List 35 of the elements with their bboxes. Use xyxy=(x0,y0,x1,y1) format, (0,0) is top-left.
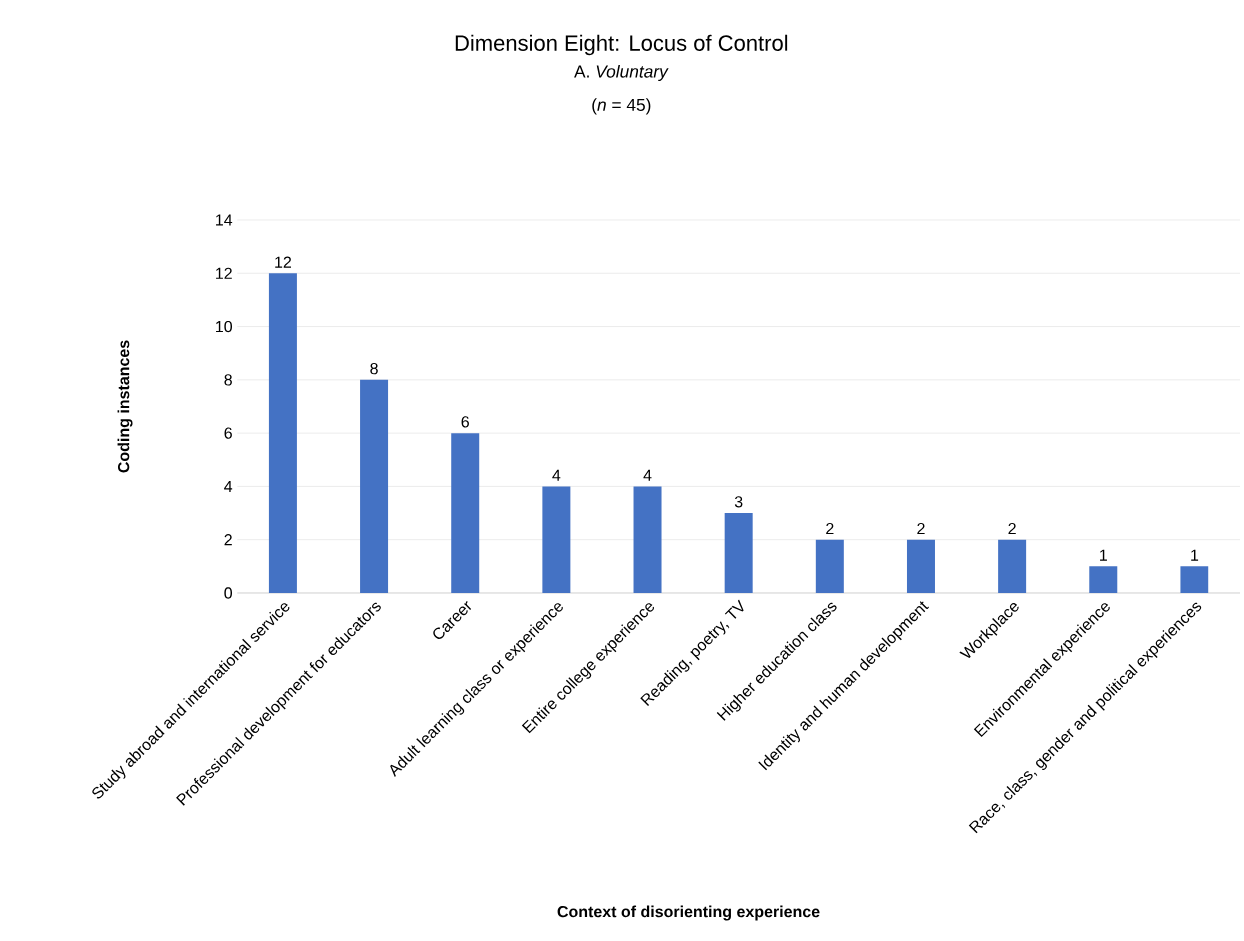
y-tick-label: 0 xyxy=(224,587,233,599)
data-label: 2 xyxy=(1008,522,1016,535)
text: (n = 45) xyxy=(592,98,651,115)
bar xyxy=(360,379,389,593)
y-tick-label: 12 xyxy=(216,267,232,279)
bar xyxy=(542,486,571,593)
bar xyxy=(906,539,935,593)
y-tick-label: 14 xyxy=(216,214,233,226)
chart-title: Dimension Eight: Locus of Control xyxy=(455,34,788,56)
y-tick-label: 4 xyxy=(224,480,233,492)
bar xyxy=(1089,566,1118,593)
data-label: 12 xyxy=(275,256,292,268)
data-label: 2 xyxy=(826,522,834,535)
bar xyxy=(815,539,844,593)
bar xyxy=(998,539,1027,593)
data-label: 1 xyxy=(1100,549,1107,561)
bar xyxy=(268,273,297,593)
data-label: 4 xyxy=(552,469,561,481)
y-tick-label: 10 xyxy=(216,320,233,333)
bar xyxy=(1180,566,1209,593)
data-label: 8 xyxy=(370,362,378,375)
y-tick-label: 8 xyxy=(224,374,232,386)
data-label: 2 xyxy=(917,522,925,535)
y-tick-label: 6 xyxy=(224,427,232,439)
data-label: 6 xyxy=(461,416,469,428)
bar xyxy=(633,486,662,593)
bar xyxy=(451,433,480,593)
y-axis-title: Coding instances xyxy=(117,340,133,473)
x-axis-title: Context of disorienting experience xyxy=(557,905,820,921)
bar xyxy=(724,513,753,593)
chart-subtitle: A. Voluntary xyxy=(574,64,669,82)
data-label: 4 xyxy=(643,469,652,481)
data-label: 1 xyxy=(1191,549,1199,561)
y-tick-label: 2 xyxy=(224,534,232,546)
data-label: 3 xyxy=(734,496,743,508)
